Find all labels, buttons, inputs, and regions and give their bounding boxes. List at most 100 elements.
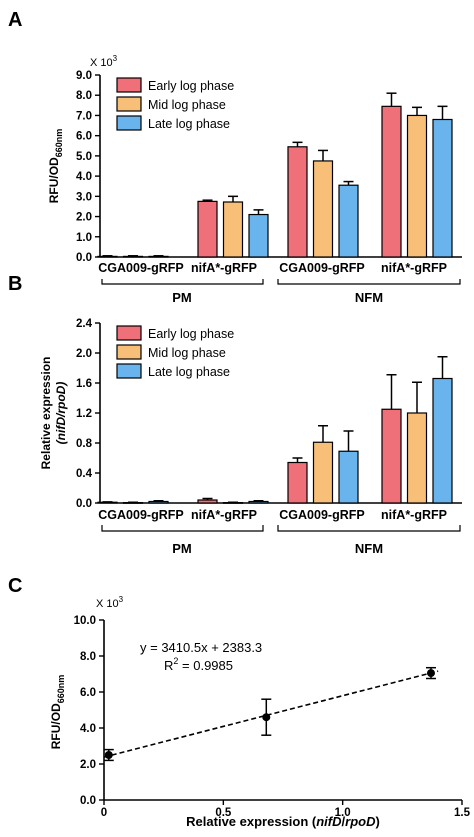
bar bbox=[338, 450, 359, 504]
panel-c-fit bbox=[103, 670, 439, 758]
panel-c: C X 103 RFU/OD660nm 0.02.04.06.08.010.0 … bbox=[8, 575, 471, 829]
y-tick-label: 4.0 bbox=[76, 171, 92, 183]
panel-c-xlabel-gene2: rpoD bbox=[345, 814, 376, 829]
panel-c-xlabel-suffix: ) bbox=[375, 814, 379, 829]
panel-c-r2: R2 = 0.9985 bbox=[164, 656, 233, 673]
panel-a-letter: A bbox=[8, 9, 22, 31]
strain-label: nifA*-gRFP bbox=[381, 261, 447, 275]
bar bbox=[197, 200, 218, 258]
legend-swatch bbox=[116, 96, 142, 112]
bar bbox=[432, 118, 453, 258]
panel-c-y-ticks: 0.0 2.0 4.0 6.0 8.0 10.0 bbox=[74, 615, 104, 807]
data-point bbox=[262, 713, 271, 722]
panel-a-ylabel: RFU/OD660nm bbox=[47, 129, 64, 204]
bar bbox=[148, 500, 169, 504]
panel-c-multiplier-base: X 10 bbox=[96, 598, 119, 610]
panel-b-ylabel-line2: (nifD/rpoD) bbox=[54, 382, 68, 445]
panel-a-legend: Early log phase Mid log phase Late log pha… bbox=[116, 77, 234, 131]
y-tick-label: 0.4 bbox=[76, 468, 93, 480]
panel-b-strain-labels: CGA009-gRFP nifA*-gRFP CGA009-gRFP nifA*-gR… bbox=[98, 508, 447, 522]
y-tick-label: 5.0 bbox=[76, 151, 92, 163]
legend-label: Late log phase bbox=[148, 365, 230, 379]
legend-label: Mid log phase bbox=[148, 98, 226, 112]
panel-c-x-ticks: 0 0.5 1.0 1.5 bbox=[101, 800, 471, 819]
panel-b-ylabel: Relative expression(nifD/rpoD) bbox=[39, 357, 68, 470]
y-tick-label: 2.0 bbox=[76, 348, 92, 360]
bar bbox=[248, 500, 269, 504]
bar bbox=[197, 499, 218, 504]
y-tick-label: 7.0 bbox=[76, 110, 92, 122]
panel-a-bars bbox=[97, 92, 453, 258]
panel-a-multiplier-exp: 3 bbox=[113, 54, 118, 63]
y-tick-label: 6.0 bbox=[76, 131, 92, 143]
panel-c-multiplier: X 103 bbox=[96, 595, 124, 610]
strain-label: CGA009-gRFP bbox=[279, 261, 364, 275]
legend-swatch bbox=[116, 325, 142, 341]
strain-label: CGA009-gRFP bbox=[98, 261, 183, 275]
y-tick-label: 0.8 bbox=[76, 438, 93, 450]
panel-a-bracket-nfm bbox=[277, 279, 461, 285]
legend-label: Early log phase bbox=[148, 327, 234, 341]
x-tick-label: 0.5 bbox=[215, 807, 232, 819]
bar bbox=[312, 441, 334, 504]
panel-a-ylabel-sub: 660nm bbox=[54, 129, 64, 158]
panel-b-media-nfm: NFM bbox=[355, 541, 383, 556]
panel-c-points bbox=[103, 666, 436, 762]
y-tick-label: 8.0 bbox=[76, 90, 92, 102]
y-tick-label: 10.0 bbox=[74, 615, 96, 627]
panel-b-bracket-nfm bbox=[277, 525, 461, 532]
panel-b-letter: B bbox=[8, 273, 22, 295]
y-tick-label: 6.0 bbox=[80, 687, 96, 699]
legend-label: Mid log phase bbox=[148, 346, 226, 360]
legend-label: Late log phase bbox=[148, 117, 230, 131]
strain-label: nifA*-gRFP bbox=[191, 508, 257, 522]
panel-b-media-pm: PM bbox=[172, 541, 192, 556]
panel-c-xlabel-gene1: nifD bbox=[316, 814, 342, 829]
y-tick-label: 1.2 bbox=[76, 408, 92, 420]
panel-c-ylabel: RFU/OD660nm bbox=[49, 675, 66, 750]
legend-swatch bbox=[116, 363, 142, 379]
y-tick-label: 0.0 bbox=[80, 795, 96, 807]
strain-label: CGA009-gRFP bbox=[98, 508, 183, 522]
panel-c-xlabel: Relative expression (nifD/rpoD) bbox=[186, 814, 380, 829]
y-tick-label: 2.0 bbox=[80, 759, 96, 771]
panel-a-multiplier: X 103 bbox=[90, 54, 118, 69]
panel-a: A X 103 RFU/OD660nm 0.0 1.0 2.0 3.0 4.0 5.0 6.… bbox=[8, 9, 462, 305]
panel-b-legend: Early log phase Mid log phase Late log pha… bbox=[116, 325, 234, 379]
fit-line bbox=[103, 670, 439, 758]
panel-a-ylabel-main: RFU/OD bbox=[47, 157, 61, 203]
panel-a-multiplier-base: X 10 bbox=[90, 57, 113, 69]
x-tick-label: 1.5 bbox=[454, 807, 471, 819]
y-tick-label: 9.0 bbox=[76, 70, 92, 82]
y-tick-label: 0.0 bbox=[76, 252, 92, 264]
panel-a-media-pm: PM bbox=[172, 290, 192, 305]
panel-a-strain-labels: CGA009-gRFP nifA*-gRFP CGA009-gRFP nifA*-gR… bbox=[98, 261, 447, 275]
y-tick-label: 2.0 bbox=[76, 212, 92, 224]
bar bbox=[222, 201, 244, 258]
panel-c-ylabel-main: RFU/OD bbox=[49, 703, 63, 749]
bar bbox=[312, 160, 334, 258]
strain-label: CGA009-gRFP bbox=[279, 508, 364, 522]
panel-a-media-nfm: NFM bbox=[355, 290, 383, 305]
panel-b-y-ticks: 0.0 0.4 0.8 1.2 1.6 2.0 2.4 bbox=[76, 318, 100, 510]
x-tick-label: 0 bbox=[101, 807, 107, 819]
bar bbox=[406, 114, 428, 258]
y-tick-label: 3.0 bbox=[76, 191, 92, 203]
panel-c-multiplier-exp: 3 bbox=[119, 595, 124, 604]
panel-c-r2-value: = 0.9985 bbox=[178, 658, 233, 673]
panel-c-ylabel-sub: 660nm bbox=[56, 675, 66, 704]
y-tick-label: 0.0 bbox=[76, 498, 92, 510]
strain-label: nifA*-gRFP bbox=[191, 261, 257, 275]
panel-b-bars bbox=[97, 356, 453, 504]
bar bbox=[248, 213, 269, 258]
y-tick-label: 1.6 bbox=[76, 378, 92, 390]
panel-a-bracket-pm bbox=[101, 279, 264, 285]
panel-a-y-ticks: 0.0 1.0 2.0 3.0 4.0 5.0 6.0 7.0 8.0 9.0 bbox=[76, 70, 100, 264]
bar bbox=[432, 377, 453, 504]
y-tick-label: 2.4 bbox=[76, 318, 93, 330]
x-tick-label: 1.0 bbox=[335, 807, 351, 819]
bar bbox=[406, 412, 428, 504]
panel-b: B Relative expression(nifD/rpoD) 0.00.40… bbox=[8, 273, 462, 556]
panel-c-letter: C bbox=[8, 575, 22, 597]
